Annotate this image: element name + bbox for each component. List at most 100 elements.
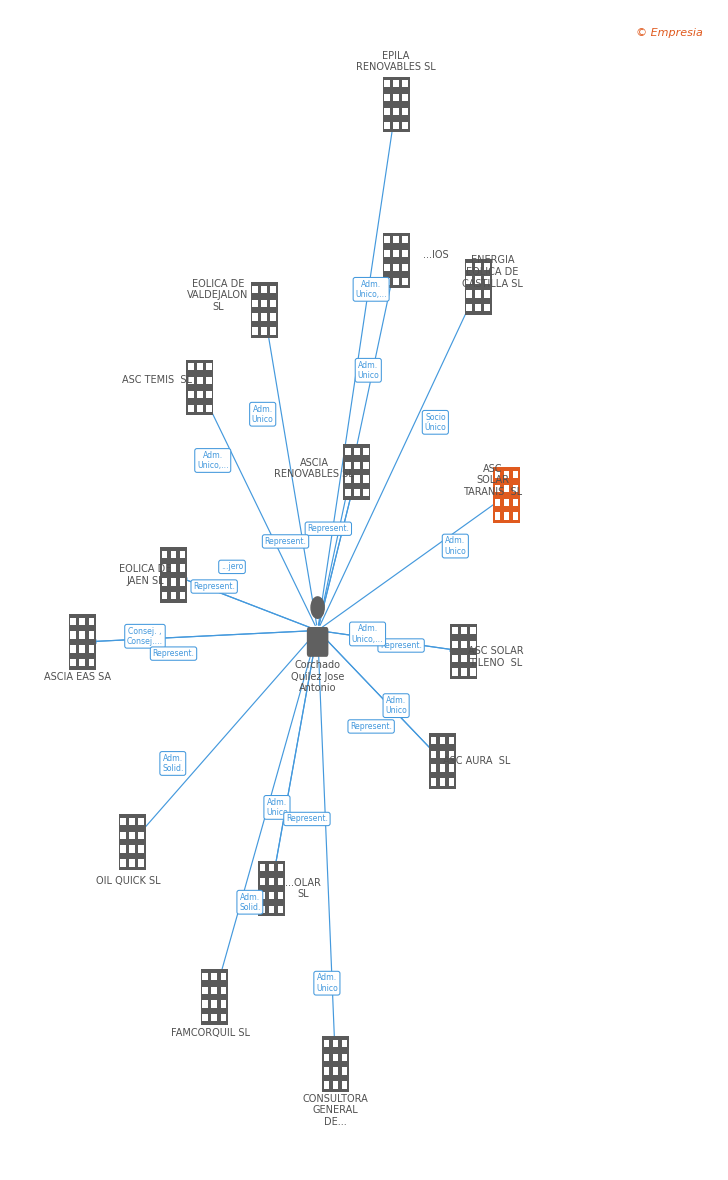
Text: Represent.: Represent. [350, 722, 392, 730]
FancyBboxPatch shape [221, 1001, 226, 1008]
FancyBboxPatch shape [119, 814, 146, 870]
FancyBboxPatch shape [171, 564, 176, 571]
FancyBboxPatch shape [452, 641, 458, 648]
FancyBboxPatch shape [341, 1040, 347, 1047]
FancyBboxPatch shape [79, 631, 85, 638]
FancyBboxPatch shape [206, 391, 212, 398]
Text: Represent.: Represent. [380, 641, 422, 650]
FancyBboxPatch shape [384, 250, 389, 257]
FancyBboxPatch shape [71, 660, 76, 667]
Text: Adm.
Solid.: Adm. Solid. [239, 892, 261, 912]
FancyBboxPatch shape [345, 461, 351, 468]
Text: Adm.
Unico: Adm. Unico [385, 696, 407, 715]
FancyBboxPatch shape [162, 564, 167, 571]
FancyBboxPatch shape [484, 263, 490, 270]
FancyBboxPatch shape [448, 736, 454, 743]
FancyBboxPatch shape [186, 360, 213, 415]
FancyBboxPatch shape [451, 623, 478, 678]
FancyBboxPatch shape [354, 490, 360, 497]
FancyBboxPatch shape [461, 669, 467, 676]
FancyBboxPatch shape [345, 447, 351, 454]
FancyBboxPatch shape [403, 107, 408, 114]
FancyBboxPatch shape [493, 467, 521, 523]
FancyBboxPatch shape [221, 1015, 226, 1022]
FancyBboxPatch shape [277, 864, 283, 871]
Text: ASC AURA  SL: ASC AURA SL [443, 756, 510, 766]
FancyBboxPatch shape [259, 864, 265, 871]
FancyBboxPatch shape [188, 363, 194, 371]
FancyBboxPatch shape [363, 447, 368, 454]
FancyBboxPatch shape [211, 972, 217, 979]
FancyBboxPatch shape [277, 905, 283, 913]
FancyBboxPatch shape [475, 304, 481, 312]
FancyBboxPatch shape [180, 592, 185, 599]
FancyBboxPatch shape [341, 1068, 347, 1075]
FancyBboxPatch shape [197, 363, 202, 371]
FancyBboxPatch shape [431, 750, 436, 758]
FancyBboxPatch shape [202, 1015, 208, 1022]
Text: Consej. ,
Consej....: Consej. , Consej.... [127, 627, 163, 645]
FancyBboxPatch shape [221, 972, 226, 979]
FancyBboxPatch shape [341, 1081, 347, 1088]
FancyBboxPatch shape [393, 80, 399, 87]
FancyBboxPatch shape [202, 1001, 208, 1008]
Text: Adm.
Unico,...: Adm. Unico,... [197, 451, 229, 470]
Text: Represent.: Represent. [286, 814, 328, 824]
Text: ASCIA
RENOVABLES SL: ASCIA RENOVABLES SL [274, 458, 354, 479]
FancyBboxPatch shape [71, 631, 76, 638]
FancyBboxPatch shape [202, 972, 208, 979]
FancyBboxPatch shape [461, 641, 467, 648]
FancyBboxPatch shape [431, 779, 436, 786]
FancyBboxPatch shape [261, 327, 267, 335]
FancyBboxPatch shape [461, 627, 467, 634]
FancyBboxPatch shape [206, 363, 212, 371]
Text: Adm.
Unico: Adm. Unico [252, 405, 274, 424]
FancyBboxPatch shape [324, 1068, 329, 1075]
FancyBboxPatch shape [261, 300, 267, 307]
FancyBboxPatch shape [484, 290, 490, 297]
FancyBboxPatch shape [403, 250, 408, 257]
FancyBboxPatch shape [269, 864, 274, 871]
FancyBboxPatch shape [120, 845, 126, 853]
FancyBboxPatch shape [138, 818, 144, 825]
Text: ...jero: ...jero [221, 563, 243, 571]
FancyBboxPatch shape [269, 905, 274, 913]
FancyBboxPatch shape [470, 641, 475, 648]
FancyBboxPatch shape [211, 1015, 217, 1022]
FancyBboxPatch shape [211, 1001, 217, 1008]
FancyBboxPatch shape [475, 276, 481, 283]
FancyBboxPatch shape [513, 498, 518, 506]
FancyBboxPatch shape [180, 564, 185, 571]
FancyBboxPatch shape [467, 263, 472, 270]
FancyBboxPatch shape [393, 122, 399, 129]
FancyBboxPatch shape [250, 282, 277, 337]
FancyBboxPatch shape [253, 300, 258, 307]
FancyBboxPatch shape [341, 1054, 347, 1061]
FancyBboxPatch shape [221, 986, 226, 994]
Text: Adm.
Unico: Adm. Unico [357, 361, 379, 380]
FancyBboxPatch shape [130, 859, 135, 866]
FancyBboxPatch shape [382, 77, 410, 132]
FancyBboxPatch shape [333, 1081, 339, 1088]
FancyBboxPatch shape [253, 327, 258, 335]
FancyBboxPatch shape [461, 655, 467, 662]
FancyBboxPatch shape [162, 551, 167, 558]
FancyBboxPatch shape [277, 878, 283, 885]
FancyBboxPatch shape [484, 304, 490, 312]
FancyBboxPatch shape [171, 592, 176, 599]
FancyBboxPatch shape [130, 845, 135, 853]
FancyBboxPatch shape [403, 122, 408, 129]
FancyBboxPatch shape [201, 969, 228, 1024]
FancyBboxPatch shape [89, 617, 94, 625]
FancyBboxPatch shape [467, 304, 472, 312]
FancyBboxPatch shape [484, 276, 490, 283]
Text: FAMCORQUIL SL: FAMCORQUIL SL [171, 1028, 250, 1038]
FancyBboxPatch shape [307, 627, 328, 657]
FancyBboxPatch shape [68, 615, 96, 670]
Text: Adm.
Unico: Adm. Unico [316, 974, 338, 992]
FancyBboxPatch shape [393, 236, 399, 243]
FancyBboxPatch shape [504, 498, 510, 506]
FancyBboxPatch shape [495, 512, 500, 519]
FancyBboxPatch shape [162, 578, 167, 585]
FancyBboxPatch shape [322, 1036, 349, 1092]
